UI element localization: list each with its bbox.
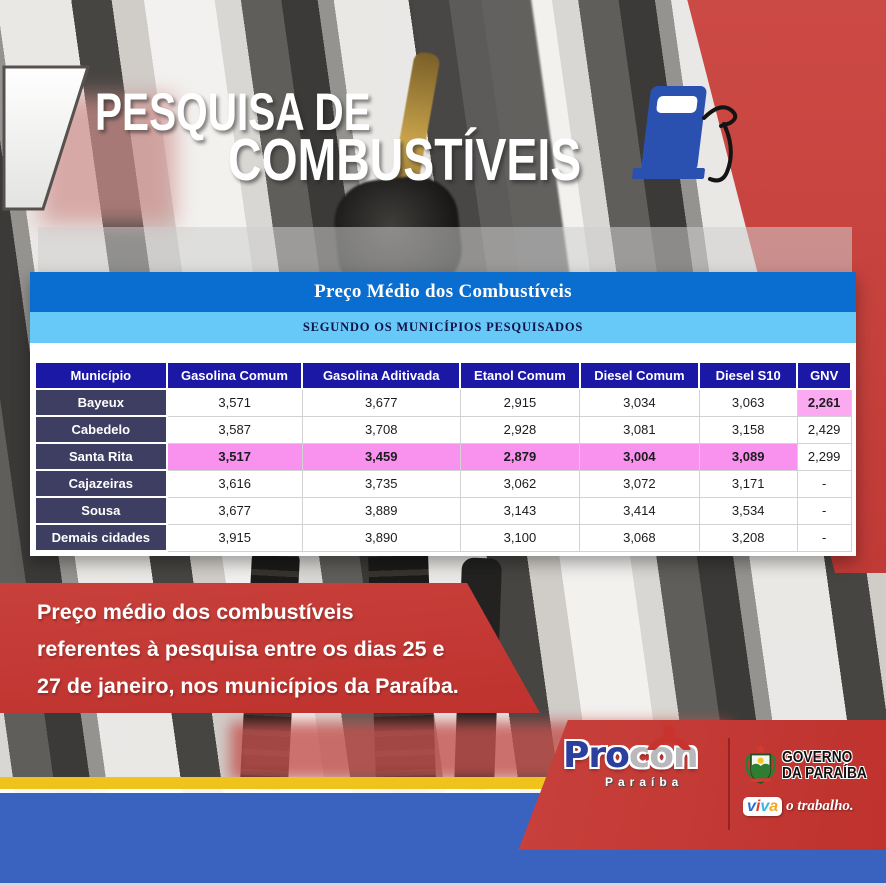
table-cell-highlighted: 3,459 [301, 442, 461, 471]
banner-line: Preço médio dos combustíveis [37, 600, 354, 624]
table-cell: 3,072 [579, 469, 700, 498]
table-cell: 3,063 [698, 388, 798, 417]
table-row: Santa Rita 3,517 3,459 2,879 3,004 3,089… [34, 442, 852, 471]
municipality-cell: Demais cidades [34, 523, 168, 552]
table-cell: 3,571 [166, 388, 303, 417]
price-table-card: Preço Médio dos Combustíveis SEGUNDO OS … [30, 272, 856, 556]
viva-letter: a [769, 798, 779, 815]
table-cell: 3,171 [698, 469, 798, 498]
research-note-banner: Preço médio dos combustíveis referentes … [0, 583, 540, 713]
table-cell-highlighted: 3,517 [166, 442, 303, 471]
white-stripe [0, 789, 886, 793]
column-header: Diesel S10 [698, 361, 799, 390]
table-cell: 3,414 [579, 496, 700, 525]
viva-wordmark: viva [743, 797, 783, 816]
viva-letter: v [747, 798, 756, 815]
table-cell: 3,068 [579, 523, 700, 552]
table-cell: 3,677 [166, 496, 303, 525]
column-header: Etanol Comum [459, 361, 581, 390]
page-title-line1: PESQUISA DE [95, 83, 371, 143]
bottom-edge-strip [0, 883, 886, 886]
governo-line1: GOVERNO [782, 749, 853, 766]
table-cell-highlighted: 2,261 [796, 388, 852, 417]
municipality-cell: Cabedelo [34, 415, 168, 444]
banner-line: 27 de janeiro, nos municípios da Paraíba… [37, 674, 459, 698]
municipality-cell: Cajazeiras [34, 469, 168, 498]
person-icon [647, 724, 691, 755]
table-cell: 3,708 [301, 415, 461, 444]
table-row: Bayeux 3,571 3,677 2,915 3,034 3,063 2,2… [34, 388, 852, 417]
viva-letter: i [755, 798, 761, 815]
table-header-row: Município Gasolina Comum Gasolina Aditiv… [34, 361, 852, 390]
column-header: GNV [796, 361, 852, 390]
translucent-band [38, 227, 852, 273]
table-cell: - [796, 523, 852, 552]
table-cell: 3,915 [166, 523, 303, 552]
table-cell: 2,928 [459, 415, 581, 444]
column-header: Gasolina Comum [165, 361, 304, 390]
card-title: Preço Médio dos Combustíveis [30, 272, 856, 312]
table-row: Sousa 3,677 3,889 3,143 3,414 3,534 - [34, 496, 852, 525]
table-cell-highlighted: 3,004 [579, 442, 700, 471]
column-header: Diesel Comum [578, 361, 701, 390]
fuel-pump-icon [620, 80, 742, 193]
procon-wordmark: Procon [563, 738, 723, 774]
page-title-line2: COMBUSTÍVEIS [228, 127, 582, 194]
slogan-text: o trabalho. [786, 798, 854, 814]
paraiba-coat-of-arms-icon [745, 743, 777, 784]
table-cell: 3,587 [166, 415, 303, 444]
table-cell-highlighted: 3,089 [698, 442, 798, 471]
table-cell: 3,677 [301, 388, 461, 417]
table-cell: 2,429 [796, 415, 852, 444]
table-row: Demais cidades 3,915 3,890 3,100 3,068 3… [34, 523, 852, 552]
viva-letter: v [760, 798, 770, 815]
table-cell: - [796, 469, 852, 498]
table-row: Cabedelo 3,587 3,708 2,928 3,081 3,158 2… [34, 415, 852, 444]
procon-wordmark-pro: Pro [563, 735, 630, 776]
table-cell: 3,889 [301, 496, 461, 525]
governo-slogan: viva o trabalho. [743, 797, 881, 816]
municipality-cell: Bayeux [34, 388, 168, 417]
table-cell: 3,081 [579, 415, 700, 444]
column-header: Município [34, 361, 168, 390]
card-subtitle: SEGUNDO OS MUNICÍPIOS PESQUISADOS [30, 312, 856, 343]
logo-divider [728, 738, 730, 830]
governo-paraiba-logo: GOVERNO DA PARAÍBA viva o trabalho. [743, 740, 881, 816]
procon-logo: Procon Paraíba [563, 725, 723, 789]
fuel-price-table: Município Gasolina Comum Gasolina Aditiv… [34, 361, 852, 552]
municipality-cell: Sousa [34, 496, 168, 525]
table-cell: 3,208 [698, 523, 798, 552]
table-cell: 2,299 [796, 442, 852, 471]
table-cell: 3,100 [459, 523, 581, 552]
banner-line: referentes à pesquisa entre os dias 25 e [37, 637, 445, 661]
table-cell: 3,034 [579, 388, 700, 417]
table-cell-highlighted: 2,879 [459, 442, 581, 471]
procon-region-label: Paraíba [605, 775, 684, 789]
slash-decoration [1, 64, 93, 217]
table-cell: 2,915 [459, 388, 581, 417]
table-cell: 3,735 [301, 469, 461, 498]
governo-line2: DA PARAÍBA [782, 765, 868, 782]
table-cell: - [796, 496, 852, 525]
card-gap [30, 343, 856, 361]
table-cell: 3,143 [459, 496, 581, 525]
table-cell: 3,616 [166, 469, 303, 498]
column-header: Gasolina Aditivada [301, 361, 462, 390]
table-cell: 3,062 [459, 469, 581, 498]
slash-shape [2, 65, 91, 211]
footer-logo-banner: Procon Paraíba GOVERNO DA PARAÍBA [518, 720, 886, 850]
table-cell: 3,890 [301, 523, 461, 552]
table-cell: 3,158 [698, 415, 798, 444]
table-cell: 3,534 [698, 496, 798, 525]
municipality-cell: Santa Rita [34, 442, 168, 471]
table-row: Cajazeiras 3,616 3,735 3,062 3,072 3,171… [34, 469, 852, 498]
